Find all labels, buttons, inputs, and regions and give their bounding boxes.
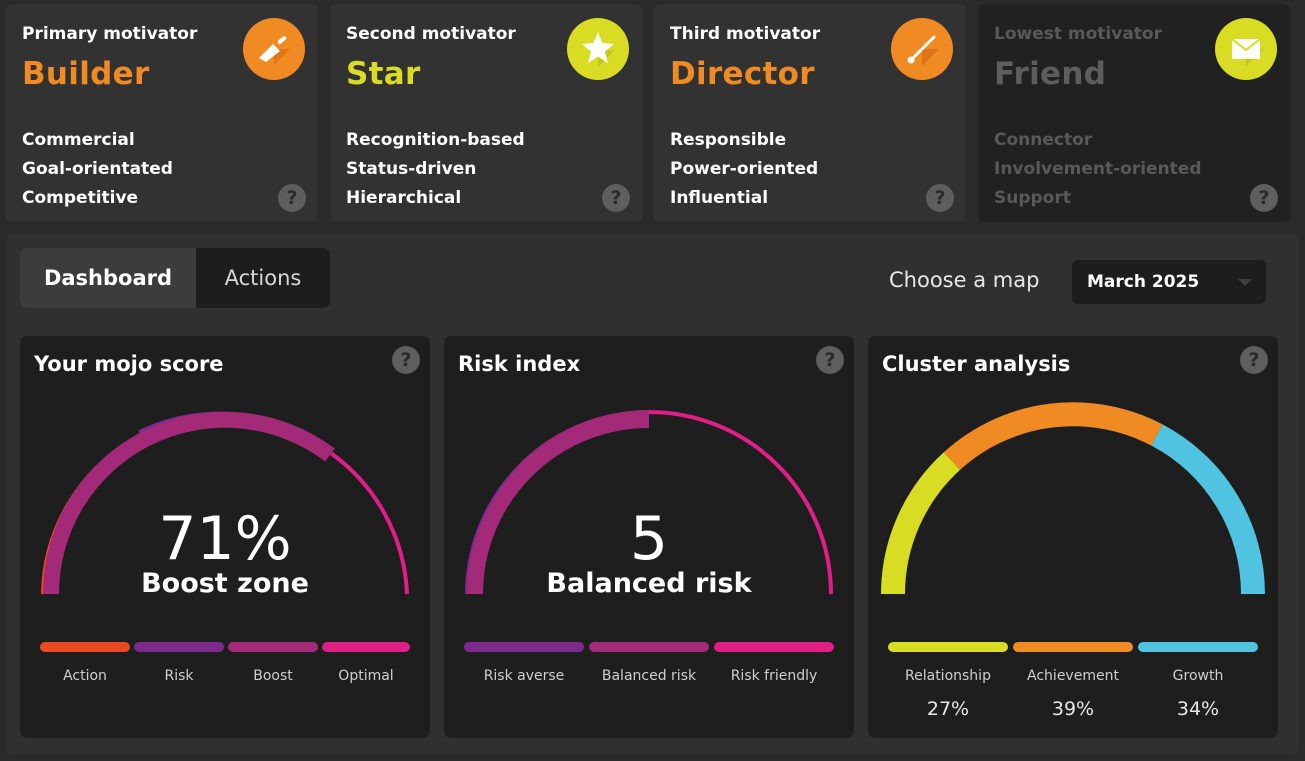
legend-percent: 27%	[926, 698, 970, 720]
legend-bar-balanced-risk	[589, 642, 709, 652]
risk-legend: Risk averse Balanced risk Risk friendly	[444, 642, 854, 684]
legend-bar-relationship	[888, 642, 1008, 652]
mojo-legend: Action Risk Boost Optimal	[20, 642, 430, 684]
legend-label: Achievement	[1027, 668, 1119, 684]
legend-label: Growth	[1172, 668, 1224, 684]
card-title: Cluster analysis	[882, 352, 1071, 376]
motivator-traits: Connector Involvement-oriented Support	[994, 126, 1202, 213]
motivator-traits: Recognition-based Status-driven Hierarch…	[346, 126, 525, 213]
risk-score-value: 5	[629, 504, 669, 574]
legend-bar-risk-friendly	[714, 642, 834, 652]
mojo-gauge	[41, 411, 409, 595]
legend-bar-growth	[1138, 642, 1258, 652]
help-icon[interactable]: ?	[1240, 346, 1268, 374]
motivator-card-third[interactable]: Third motivator Director Responsible Pow…	[654, 4, 966, 222]
legend-bar-achievement	[1013, 642, 1133, 652]
legend-label: Balanced risk	[601, 668, 697, 684]
legend-percent: 34%	[1176, 698, 1220, 720]
legend-label: Relationship	[905, 668, 991, 684]
motivator-card-primary[interactable]: Primary motivator Builder Commercial Goa…	[6, 4, 318, 222]
map-selector-label: Choose a map	[889, 268, 1040, 292]
risk-gauge	[465, 410, 833, 595]
trowel-icon	[243, 18, 305, 80]
tab-actions[interactable]: Actions	[224, 266, 302, 290]
risk-index-card: Risk index ? 5 Balanced risk Risk averse…	[444, 336, 854, 738]
legend-bar-optimal	[322, 642, 410, 652]
motivator-name: Builder	[22, 56, 150, 92]
chevron-down-icon	[1238, 279, 1252, 286]
motivator-trait: Support	[994, 188, 1071, 208]
map-selector-dropdown[interactable]: March 2025	[1072, 260, 1266, 304]
legend-label: Action	[63, 668, 107, 684]
motivator-trait: Responsible	[670, 130, 787, 150]
help-icon[interactable]: ?	[602, 184, 630, 212]
motivator-eyebrow: Third motivator	[670, 24, 821, 44]
cluster-legend: Relationship Achievement Growth 27% 39% …	[868, 642, 1278, 720]
legend-label: Boost	[253, 668, 293, 684]
motivator-trait: Connector	[994, 130, 1093, 150]
mojo-arc-optimal	[330, 452, 409, 595]
motivator-trait: Recognition-based	[346, 130, 525, 150]
motivator-name: Director	[670, 56, 815, 92]
motivator-eyebrow: Second motivator	[346, 24, 516, 44]
baton-icon	[891, 18, 953, 80]
help-icon[interactable]: ?	[1250, 184, 1278, 212]
motivator-card-second[interactable]: Second motivator Star Recognition-based …	[330, 4, 642, 222]
motivator-card-lowest[interactable]: Lowest motivator Friend Connector Involv…	[978, 4, 1290, 222]
cluster-arc-relationship	[881, 452, 961, 595]
risk-zone-label: Balanced risk	[546, 568, 752, 599]
view-tabs: Dashboard Actions	[20, 248, 330, 308]
legend-bar-risk-averse	[464, 642, 584, 652]
motivator-traits: Responsible Power-oriented Influential	[670, 126, 818, 213]
legend-label: Risk averse	[483, 668, 565, 684]
star-icon	[567, 18, 629, 80]
dashboard-panel: Dashboard Actions Choose a map March 202…	[6, 234, 1299, 755]
help-icon[interactable]: ?	[392, 346, 420, 374]
motivator-cards: Primary motivator Builder Commercial Goa…	[0, 0, 1305, 230]
legend-label: Risk	[164, 668, 194, 684]
motivator-eyebrow: Lowest motivator	[994, 24, 1162, 44]
cluster-arc-achievement	[943, 402, 1163, 470]
legend-bar-action	[40, 642, 130, 652]
motivator-trait: Hierarchical	[346, 188, 462, 208]
motivator-trait: Power-oriented	[670, 159, 819, 179]
motivator-trait: Influential	[670, 188, 769, 208]
legend-label: Risk friendly	[730, 668, 818, 684]
legend-label: Optimal	[338, 668, 394, 684]
motivator-trait: Competitive	[22, 188, 139, 208]
mojo-score-card: Your mojo score ? 71% Boost zone Action …	[20, 336, 430, 738]
risk-arc-friendly	[648, 410, 833, 595]
legend-bar-boost	[228, 642, 318, 652]
motivator-trait: Commercial	[22, 130, 135, 150]
motivator-trait: Goal-orientated	[22, 159, 173, 179]
motivator-name: Star	[346, 56, 421, 92]
risk-arc-score	[467, 412, 650, 595]
motivator-eyebrow: Primary motivator	[22, 24, 198, 44]
motivator-trait: Status-driven	[346, 159, 477, 179]
mojo-score-value: 71%	[158, 504, 292, 574]
cluster-gauge	[881, 402, 1265, 595]
cluster-analysis-card: Cluster analysis ? Relationship Achievem…	[868, 336, 1278, 738]
map-selector-value: March 2025	[1087, 272, 1200, 292]
envelope-icon	[1215, 18, 1277, 80]
legend-bar-risk	[134, 642, 224, 652]
help-icon[interactable]: ?	[278, 184, 306, 212]
motivator-traits: Commercial Goal-orientated Competitive	[22, 126, 173, 213]
help-icon[interactable]: ?	[926, 184, 954, 212]
mojo-arc-score	[42, 411, 335, 595]
help-icon[interactable]: ?	[816, 346, 844, 374]
card-title: Your mojo score	[34, 352, 224, 376]
mojo-zone-label: Boost zone	[141, 568, 309, 599]
motivator-name: Friend	[994, 56, 1107, 92]
card-title: Risk index	[458, 352, 581, 376]
motivator-trait: Involvement-oriented	[994, 159, 1202, 179]
tab-dashboard[interactable]: Dashboard	[20, 248, 196, 308]
cluster-arc-growth	[1151, 424, 1265, 595]
legend-percent: 39%	[1051, 698, 1095, 720]
